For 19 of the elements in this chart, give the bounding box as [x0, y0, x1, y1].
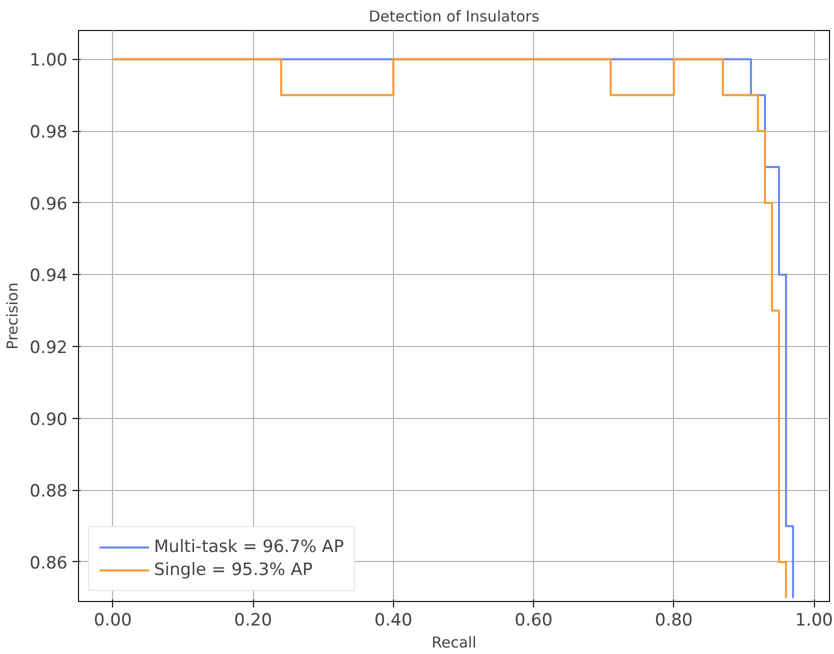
- x-tick-label: 0.40: [374, 610, 412, 630]
- y-tick-label: 0.92: [30, 338, 68, 358]
- y-tick-label: 0.86: [30, 553, 68, 574]
- y-tick-label: 0.88: [30, 482, 68, 502]
- y-axis-title: Precision: [4, 282, 22, 350]
- x-tick-label: 0.00: [94, 610, 132, 630]
- x-axis-title: Recall: [432, 634, 476, 652]
- x-tick-label: 0.80: [654, 610, 693, 630]
- y-tick-label: 0.90: [30, 410, 68, 430]
- y-tick-label: 1.00: [30, 50, 68, 71]
- y-tick-label: 0.98: [30, 122, 68, 143]
- legend-label: Single = 95.3% AP: [154, 560, 313, 580]
- x-tick-label: 0.20: [234, 610, 272, 630]
- y-tick-label: 0.94: [30, 266, 68, 286]
- x-tick-label: 1.00: [795, 610, 834, 630]
- x-tick-label: 0.60: [514, 610, 553, 630]
- legend-label: Multi-task = 96.7% AP: [154, 537, 344, 557]
- chart-title: Detection of Insulators: [368, 8, 540, 26]
- y-tick-label: 0.96: [30, 194, 68, 214]
